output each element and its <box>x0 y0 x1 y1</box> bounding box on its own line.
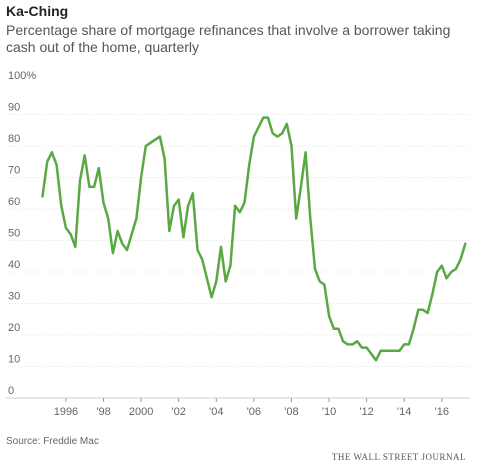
x-tick-label: '10 <box>322 406 336 418</box>
y-tick-label: 100% <box>8 70 36 82</box>
x-tick-label: 1996 <box>54 406 78 418</box>
y-tick-label: 60 <box>8 196 20 208</box>
y-tick-label: 30 <box>8 291 20 303</box>
y-tick-label: 0 <box>8 385 14 397</box>
series-line <box>41 116 467 362</box>
y-tick-label: 40 <box>8 259 20 271</box>
x-axis-ticks: 1996 '98 2000 '02 '04 '06 '08 '10 '12 '14 '16 <box>54 398 449 418</box>
series-group <box>41 116 467 362</box>
x-tick-label: 2000 <box>129 406 153 418</box>
x-tick-label: '12 <box>359 406 373 418</box>
y-tick-label: 90 <box>8 102 20 114</box>
x-tick-label: '04 <box>209 406 223 418</box>
y-tick-label: 80 <box>8 133 20 145</box>
y-axis-ticks: 100% 90 80 70 60 50 40 30 20 10 0 <box>8 70 36 397</box>
chart-title: Ka-Ching <box>6 3 69 19</box>
x-tick-label: '08 <box>284 406 298 418</box>
x-tick-label: '98 <box>96 406 110 418</box>
publisher-brand: THE WALL STREET JOURNAL <box>331 452 466 462</box>
x-tick-label: '16 <box>435 406 449 418</box>
source-note: Source: Freddie Mac <box>6 436 99 447</box>
gridlines <box>6 114 470 399</box>
x-tick-label: '02 <box>172 406 186 418</box>
y-tick-label: 20 <box>8 322 20 334</box>
y-tick-label: 10 <box>8 354 20 366</box>
chart-subtitle: Percentage share of mortgage refinances … <box>6 22 451 55</box>
x-tick-label: '06 <box>247 406 261 418</box>
x-tick-label: '14 <box>397 406 411 418</box>
y-tick-label: 50 <box>8 228 20 240</box>
y-tick-label: 70 <box>8 165 20 177</box>
